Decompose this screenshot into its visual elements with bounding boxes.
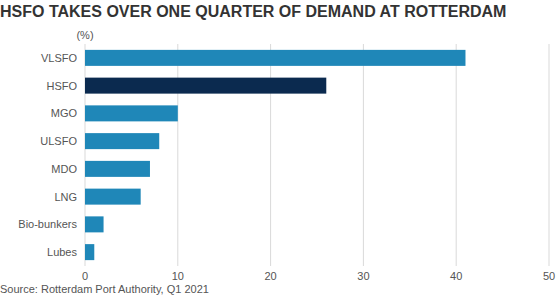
grid-line <box>270 44 271 266</box>
source: Source: Rotterdam Port Authority, Q1 202… <box>0 283 209 295</box>
bar <box>85 244 94 260</box>
grid-line <box>177 44 178 266</box>
bar <box>85 216 104 232</box>
category-label: Bio-bunkers <box>18 218 77 230</box>
bar <box>85 105 178 121</box>
grid-line <box>549 44 550 266</box>
axis-label: (%) <box>76 29 93 41</box>
tick-label: 40 <box>450 270 462 282</box>
tick-label: 10 <box>172 270 184 282</box>
category-label: ULSFO <box>40 135 77 147</box>
bar <box>85 78 326 94</box>
chart-container: HSFO TAKES OVER ONE QUARTER OF DEMAND AT… <box>0 0 560 296</box>
category-label: Lubes <box>47 246 77 258</box>
category-label: LNG <box>54 191 77 203</box>
bar <box>85 133 159 149</box>
tick-label: 20 <box>264 270 276 282</box>
category-label: VLSFO <box>41 52 78 64</box>
grid-line <box>85 44 86 266</box>
bar <box>85 189 141 205</box>
tick-label: 0 <box>82 270 88 282</box>
grid-line <box>363 44 364 266</box>
category-label: MDO <box>51 163 77 175</box>
bars <box>85 50 465 260</box>
bar <box>85 50 465 66</box>
bar <box>85 161 150 177</box>
chart: HSFO TAKES OVER ONE QUARTER OF DEMAND AT… <box>0 0 560 296</box>
tick-label: 30 <box>357 270 369 282</box>
category-label: HSFO <box>46 80 77 92</box>
grid-line <box>456 44 457 266</box>
tick-label: 50 <box>543 270 555 282</box>
category-label: MGO <box>51 107 78 119</box>
title: HSFO TAKES OVER ONE QUARTER OF DEMAND AT… <box>0 3 506 20</box>
